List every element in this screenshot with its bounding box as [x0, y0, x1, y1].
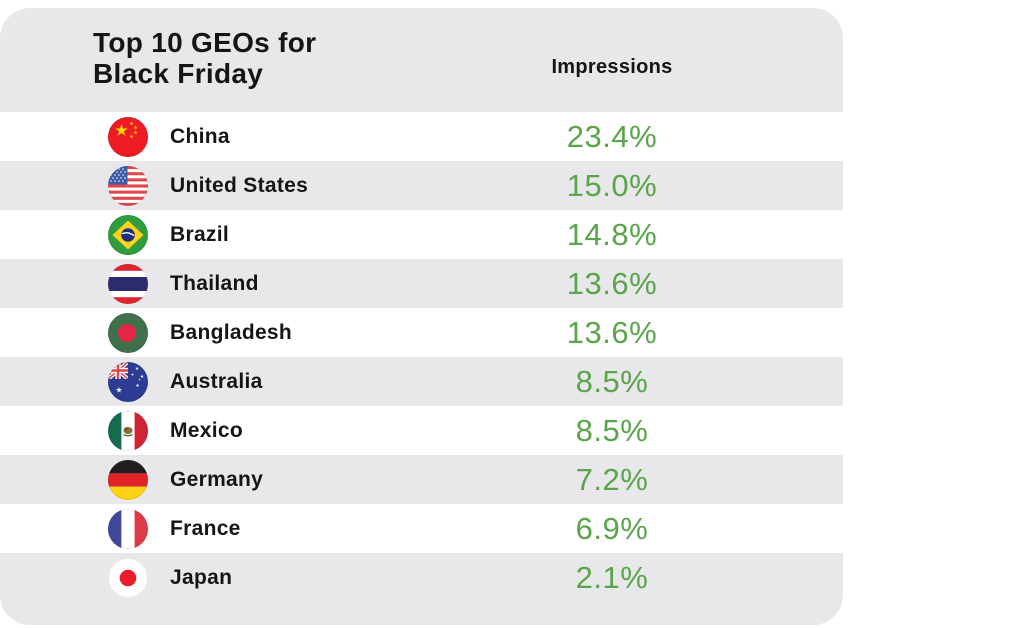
page-title: Top 10 GEOs for Black Friday	[93, 27, 316, 89]
table-row: Bangladesh 13.6%	[0, 308, 843, 357]
impressions-value: 23.4%	[566, 118, 658, 154]
country-label: Bangladesh	[170, 320, 293, 344]
mexico-flag-icon	[108, 410, 148, 451]
geo-table: China 23.4%	[0, 112, 843, 602]
country-label: Mexico	[170, 418, 243, 442]
brazil-flag-icon	[108, 214, 148, 255]
table-row: China 23.4%	[0, 112, 843, 161]
country-label: China	[170, 124, 230, 148]
country-label: Germany	[170, 467, 264, 491]
germany-flag-icon	[108, 459, 148, 500]
top-geos-card: Top 10 GEOs for Black Friday Impressions	[0, 8, 843, 625]
page-title-line-2: Black Friday	[93, 58, 264, 89]
country-label: Brazil	[170, 222, 229, 246]
country-label: France	[170, 516, 241, 540]
table-row: Brazil 14.8%	[0, 210, 843, 259]
impressions-value: 15.0%	[566, 167, 658, 203]
impressions-value: 6.9%	[575, 510, 649, 546]
table-row: Japan 2.1%	[0, 553, 843, 602]
impressions-value: 2.1%	[575, 559, 649, 595]
bangladesh-flag-icon	[108, 312, 148, 353]
impressions-value: 14.8%	[566, 216, 658, 252]
australia-flag-icon	[108, 361, 148, 402]
table-row: France 6.9%	[0, 504, 843, 553]
table-row: United States 15.0%	[0, 161, 843, 210]
table-row: Mexico 8.5%	[0, 406, 843, 455]
impressions-value: 7.2%	[575, 461, 649, 497]
impressions-value: 13.6%	[566, 314, 658, 350]
japan-flag-icon	[108, 557, 148, 598]
table-row: Australia 8.5%	[0, 357, 843, 406]
france-flag-icon	[108, 508, 148, 549]
impressions-value: 13.6%	[566, 265, 658, 301]
table-row: Thailand 13.6%	[0, 259, 843, 308]
country-label: Australia	[170, 369, 263, 393]
country-label: United States	[170, 173, 309, 197]
country-label: Japan	[170, 565, 233, 589]
thailand-flag-icon	[108, 263, 148, 304]
china-flag-icon	[108, 116, 148, 157]
card-header: Top 10 GEOs for Black Friday Impressions	[0, 8, 843, 112]
impressions-column-header: Impressions	[551, 56, 673, 78]
country-label: Thailand	[170, 271, 259, 295]
table-row: Germany 7.2%	[0, 455, 843, 504]
page-title-line-1: Top 10 GEOs for	[93, 27, 317, 58]
impressions-value: 8.5%	[575, 363, 649, 399]
impressions-value: 8.5%	[575, 412, 649, 448]
united-states-flag-icon	[108, 165, 148, 206]
